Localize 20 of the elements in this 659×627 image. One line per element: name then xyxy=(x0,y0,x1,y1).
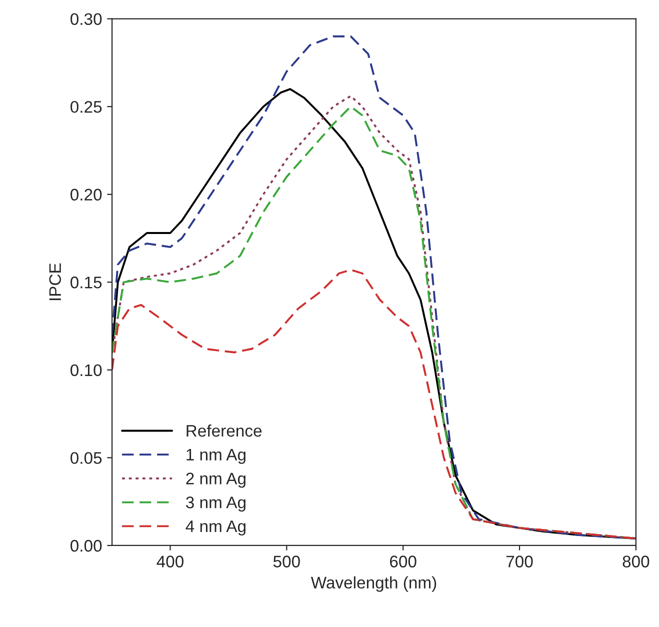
legend-label: 3 nm Ag xyxy=(186,496,246,512)
legend-label: 2 nm Ag xyxy=(186,472,246,488)
legend-label: 1 nm Ag xyxy=(186,448,246,464)
x-tick-label: 400 xyxy=(156,556,184,568)
y-tick-label: 0.30 xyxy=(70,13,102,26)
y-axis-title: IPCE xyxy=(49,263,62,300)
y-tick-label: 0.15 xyxy=(70,276,102,288)
y-tick-label: 0.20 xyxy=(70,188,102,201)
x-tick-label: 800 xyxy=(622,556,650,568)
legend-label: Reference xyxy=(186,424,262,437)
y-tick-label: 0.10 xyxy=(70,364,102,376)
y-tick-label: 0.05 xyxy=(70,452,102,464)
legend-label: 4 nm Ag xyxy=(186,520,246,536)
y-tick-label: 0.25 xyxy=(70,100,102,113)
y-tick-label: 0.00 xyxy=(70,540,102,552)
line-series xyxy=(112,268,636,540)
x-tick-label: 700 xyxy=(506,556,533,568)
x-tick-label: 500 xyxy=(273,556,300,568)
x-tick-label: 600 xyxy=(390,556,416,568)
x-axis-title: Wavelength (nm) xyxy=(310,576,436,592)
